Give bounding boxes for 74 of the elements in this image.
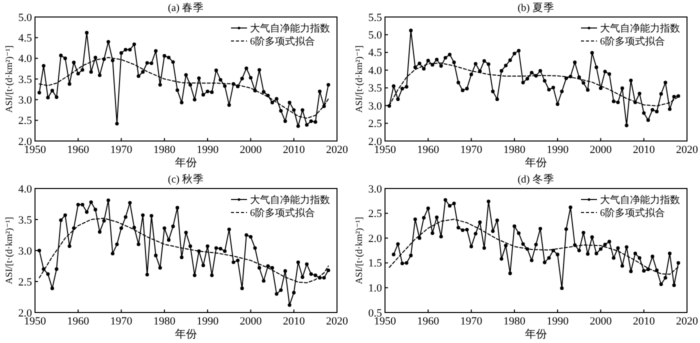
x-tick-label: 1950 (24, 316, 46, 328)
x-tick-label: 1950 (374, 144, 396, 156)
x-tick-label: 2020 (326, 144, 348, 156)
y-tick-label: 4.0 (368, 64, 382, 77)
x-tick-label: 1990 (546, 316, 570, 328)
y-tick-label: 3.0 (368, 183, 382, 196)
y-tick-label: 2.5 (18, 276, 32, 288)
x-tick-label: 2000 (240, 144, 262, 156)
x-tick-label: 1980 (503, 144, 526, 156)
y-tick-label: 2.0 (368, 232, 382, 245)
x-tick-label: 2010 (632, 144, 656, 156)
x-tick-label: 1970 (110, 316, 133, 328)
y-tick-label: 1.5 (368, 258, 382, 270)
x-tick-label: 1980 (153, 316, 176, 328)
chart-title: (b) 夏季 (518, 1, 554, 14)
y-tick-label: 3.0 (368, 100, 382, 112)
legend-label: 6阶多项式拟合 (250, 36, 315, 48)
x-tick-label: 1990 (196, 316, 220, 328)
y-tick-label: 4.0 (18, 53, 32, 66)
x-tick-label: 2020 (676, 316, 698, 328)
x-tick-label: 1990 (546, 144, 570, 156)
x-tick-label: 2020 (326, 316, 348, 328)
y-axis-title: ASI/[t·(d·km²)⁻¹] (5, 45, 15, 113)
x-tick-label: 2000 (590, 144, 612, 156)
legend-label: 大气自净能力指数 (250, 22, 330, 35)
y-tick-label: 5.5 (368, 12, 382, 24)
legend-label: 6阶多项式拟合 (600, 207, 665, 220)
chart-title: (a) 春季 (168, 1, 204, 14)
x-tick-label: 1970 (110, 144, 133, 156)
x-axis-title: 年份 (525, 157, 547, 169)
chart-title: (d) 冬季 (518, 172, 554, 186)
x-tick-label: 1960 (67, 316, 90, 328)
y-axis-title: ASI/[t·(d·km²)⁻¹] (355, 216, 365, 284)
y-tick-label: 5.0 (368, 30, 382, 42)
y-tick-label: 3.5 (368, 82, 382, 95)
y-tick-label: 3.0 (18, 245, 32, 258)
x-tick-label: 1960 (67, 144, 90, 156)
x-tick-label: 1950 (374, 316, 396, 328)
legend-label: 6阶多项式拟合 (250, 207, 315, 220)
x-axis-title: 年份 (525, 328, 547, 340)
x-tick-label: 1980 (153, 144, 176, 156)
x-tick-label: 2000 (240, 316, 262, 328)
x-tick-label: 1960 (417, 316, 440, 328)
y-tick-label: 4.5 (18, 32, 32, 44)
x-tick-label: 1980 (503, 316, 526, 328)
y-tick-label: 4.0 (18, 183, 32, 196)
x-tick-label: 2010 (632, 316, 656, 328)
x-axis-title: 年份 (175, 157, 197, 169)
legend-label: 大气自净能力指数 (250, 194, 330, 206)
x-tick-label: 2020 (676, 144, 698, 156)
x-tick-label: 1990 (196, 144, 220, 156)
y-tick-label: 2.5 (368, 118, 382, 130)
chart-title: (c) 秋季 (168, 172, 204, 186)
y-axis-title: ASI/[t·(d·km²)⁻¹] (5, 216, 15, 284)
y-tick-label: 1.0 (368, 282, 382, 294)
y-tick-label: 3.0 (18, 94, 32, 106)
y-tick-label: 4.5 (368, 47, 382, 60)
legend-label: 6阶多项式拟合 (600, 36, 665, 48)
y-tick-label: 3.5 (18, 74, 32, 86)
x-tick-label: 2010 (282, 316, 306, 328)
y-tick-label: 5.0 (18, 12, 32, 24)
y-tick-label: 2.5 (368, 208, 382, 220)
legend-label: 大气自净能力指数 (600, 22, 680, 35)
x-axis-title: 年份 (175, 328, 197, 340)
y-tick-label: 3.5 (18, 214, 32, 226)
x-tick-label: 1970 (460, 316, 483, 328)
y-tick-label: 2.5 (18, 115, 32, 128)
x-tick-label: 1970 (460, 144, 483, 156)
x-tick-label: 1950 (24, 144, 46, 156)
x-tick-label: 1960 (417, 144, 440, 156)
x-tick-label: 2000 (590, 316, 612, 328)
y-axis-title: ASI/[t·(d·km²)⁻¹] (355, 45, 365, 113)
x-tick-label: 2010 (282, 144, 306, 156)
legend-label: 大气自净能力指数 (600, 194, 680, 206)
